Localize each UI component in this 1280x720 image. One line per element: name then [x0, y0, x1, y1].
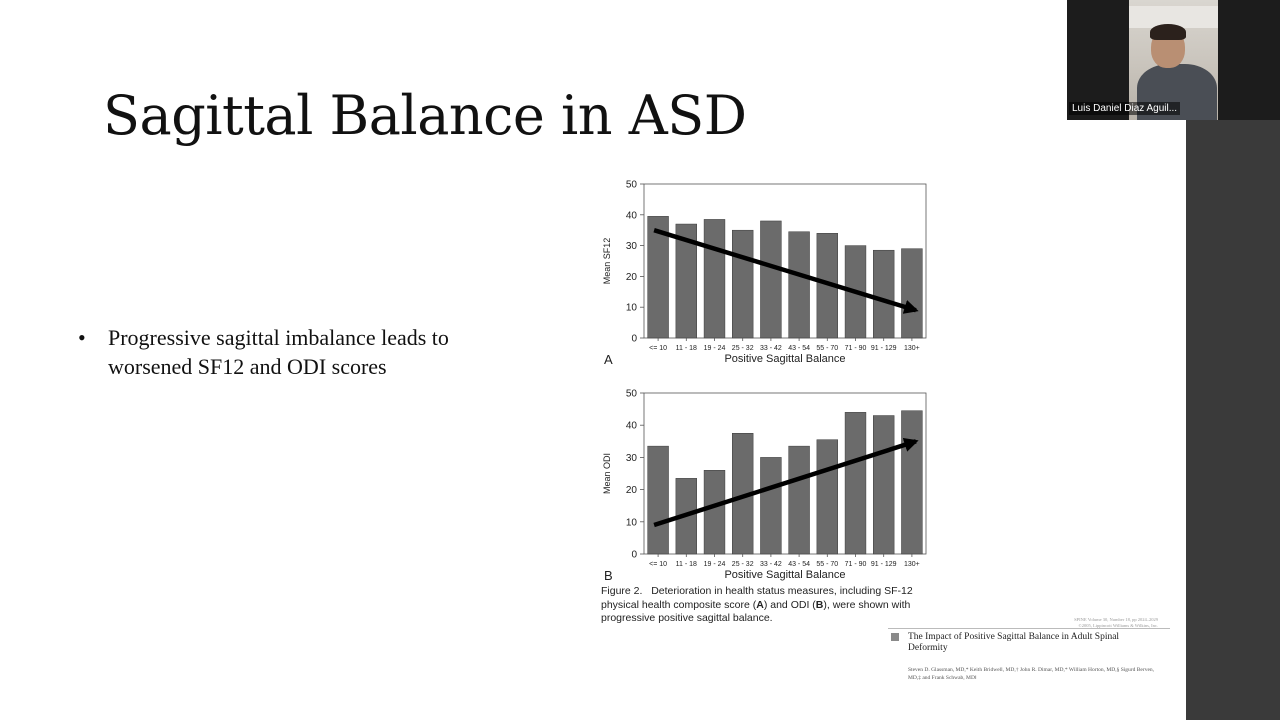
bar — [760, 220, 782, 339]
x-tick-label: 33 - 42 — [760, 345, 782, 352]
y-tick-label: 30 — [626, 453, 638, 464]
bar — [760, 457, 782, 555]
x-tick-label: 130+ — [904, 345, 920, 352]
y-axis-label: Mean SF12 — [602, 238, 612, 285]
y-tick-label: 10 — [626, 303, 638, 314]
x-tick-label: 71 - 90 — [845, 345, 867, 352]
y-tick-label: 40 — [626, 421, 638, 432]
y-tick-label: 20 — [626, 272, 638, 283]
x-tick-label: 19 - 24 — [704, 345, 726, 352]
bar — [788, 231, 810, 339]
x-tick-label: 55 - 70 — [816, 561, 838, 568]
slide-title: Sagittal Balance in ASD — [103, 84, 747, 147]
plot-frame — [643, 392, 927, 555]
paper-authors: Steven D. Glassman, MD,* Keith Bridwell,… — [908, 667, 1155, 681]
participant-name: Luis Daniel Diaz Aguil... — [1069, 102, 1181, 115]
x-tick-label: 11 - 18 — [676, 345, 697, 352]
x-tick-label: 55 - 70 — [816, 345, 838, 352]
y-tick-label: 30 — [626, 241, 638, 252]
caption-bold-a: A — [756, 598, 764, 611]
video-background-shelf — [1129, 6, 1218, 28]
section-square-icon — [891, 633, 899, 641]
caption-bold-b: B — [815, 598, 824, 611]
paper-title: The Impact of Positive Sagittal Balance … — [908, 632, 1120, 653]
journal-copyright: ©2005, Lippincott Williams & Wilkins, In… — [1078, 622, 1158, 628]
y-tick-label: 50 — [626, 180, 638, 191]
divider — [888, 628, 1170, 629]
bar — [703, 470, 726, 555]
x-axis-label: Positive Sagittal Balance — [724, 353, 845, 365]
panel-letter: B — [604, 568, 613, 581]
bar — [844, 412, 867, 555]
y-tick-label: 0 — [631, 334, 637, 345]
x-tick-label: 91 - 129 — [871, 345, 897, 352]
x-tick-label: 19 - 24 — [704, 561, 726, 568]
y-tick-label: 20 — [626, 485, 638, 496]
bar — [647, 445, 669, 555]
caption-text-2: ) and ODI ( — [763, 598, 816, 611]
y-axis-label: Mean ODI — [602, 453, 612, 494]
x-tick-label: <= 10 — [649, 561, 667, 568]
trend-arrow — [653, 228, 919, 314]
presentation-slide: Sagittal Balance in ASD • Progressive sa… — [78, 84, 1170, 681]
video-person-hair — [1150, 24, 1186, 40]
bar — [873, 249, 895, 339]
bar — [703, 219, 726, 339]
plot-frame — [643, 183, 927, 339]
bar — [788, 445, 810, 555]
x-tick-label: 11 - 18 — [676, 561, 697, 568]
x-tick-label: 43 - 54 — [788, 561, 810, 568]
x-tick-label: 43 - 54 — [788, 345, 810, 352]
x-tick-label: 25 - 32 — [732, 345, 754, 352]
panel-letter: A — [604, 352, 613, 367]
y-tick-label: 40 — [626, 210, 638, 221]
x-tick-label: 33 - 42 — [760, 561, 782, 568]
figure-caption: Figure 2. Deterioration in health status… — [601, 585, 931, 626]
x-tick-label: 71 - 90 — [845, 561, 867, 568]
bullet-text: Progressive sagittal imbalance leads to … — [108, 325, 449, 379]
x-axis-label: Positive Sagittal Balance — [724, 569, 845, 581]
x-tick-label: 130+ — [904, 561, 920, 568]
y-tick-label: 10 — [626, 517, 638, 528]
bullet-mark: • — [78, 325, 86, 350]
bar — [901, 248, 923, 339]
caption-text-1: Deterioration in health status measures,… — [601, 585, 913, 611]
figure-charts: 0 10 20 30 40 50 <= 10 11 - 18 19 - 24 25 - 32 33 … — [602, 180, 927, 581]
x-tick-label: 91 - 129 — [871, 561, 897, 568]
figure-label: Figure 2. — [601, 585, 643, 597]
bar — [873, 415, 895, 555]
bar — [816, 439, 838, 555]
y-tick-label: 0 — [631, 550, 637, 561]
x-tick-label: <= 10 — [649, 345, 667, 352]
participant-video-tile[interactable]: Luis Daniel Diaz Aguil... — [1067, 0, 1280, 120]
y-tick-label: 50 — [626, 389, 638, 400]
side-panel — [1186, 0, 1280, 720]
caption-text-3: ), were shown with progressive positive … — [601, 598, 911, 625]
trend-arrow — [653, 437, 919, 528]
x-tick-label: 25 - 32 — [732, 561, 754, 568]
bar — [732, 229, 754, 339]
journal-info: SPINE Volume 30, Number 18, pp 2024–2029… — [998, 617, 1158, 628]
journal-line: SPINE Volume 30, Number 18, pp 2024–2029 — [1074, 617, 1158, 622]
bar — [901, 410, 923, 555]
